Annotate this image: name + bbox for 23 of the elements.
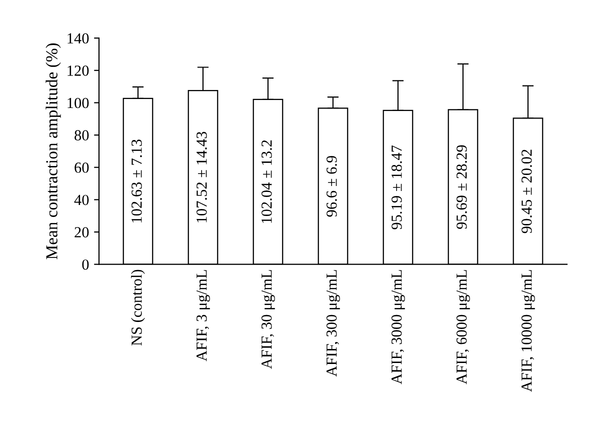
x-tick-label: AFIF, 3 μg/mL xyxy=(196,270,210,362)
data-label: 96.6 ± 6.9 xyxy=(326,156,337,217)
x-tick-label: AFIF, 3000 μg/mL xyxy=(391,270,405,384)
data-label: 90.45 ± 20.02 xyxy=(522,150,532,234)
data-label: 102.04 ± 13.2 xyxy=(262,140,272,223)
y-tick-label: 100 xyxy=(68,98,89,108)
y-axis-title: Mean contraction amplitude (%) xyxy=(46,43,61,260)
x-tick-label: AFIF, 300 μg/mL xyxy=(326,270,340,377)
x-tick-label: NS (control) xyxy=(131,270,145,346)
data-label: 95.69 ± 28.29 xyxy=(456,145,467,229)
y-tick-label: 120 xyxy=(68,66,89,76)
y-tick-label: 20 xyxy=(74,227,89,238)
y-tick-label: 0 xyxy=(82,259,89,270)
data-label: 107.52 ± 14.43 xyxy=(196,132,207,222)
y-tick-label: 60 xyxy=(74,162,89,173)
y-tick-label: 40 xyxy=(74,194,89,206)
x-tick-label: AFIF, 6000 μg/mL xyxy=(456,270,470,384)
x-tick-label: AFIF, 10000 μg/mL xyxy=(521,270,535,392)
x-tick-label: AFIF, 30 μg/mL xyxy=(261,270,275,369)
data-label: 102.63 ± 7.13 xyxy=(132,140,142,222)
data-label: 95.19 ± 18.47 xyxy=(392,145,402,230)
y-tick-label: 140 xyxy=(68,33,89,44)
y-tick-label: 80 xyxy=(74,130,89,140)
